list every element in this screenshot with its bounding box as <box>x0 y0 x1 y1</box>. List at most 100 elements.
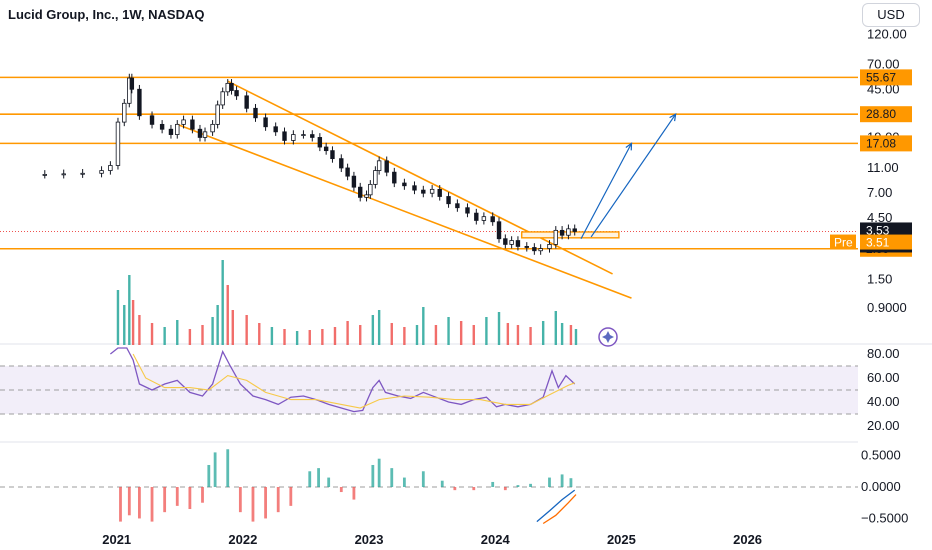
time-axis-label: 2025 <box>607 532 636 547</box>
signal_line <box>542 494 577 525</box>
macd-axis-label: 0.5000 <box>861 448 901 463</box>
volume-bar <box>434 325 438 345</box>
macd-histogram-bar <box>308 471 312 487</box>
volume-bar <box>541 321 545 345</box>
candle-body <box>127 77 132 104</box>
volume-bar <box>346 321 349 345</box>
volume-bar <box>295 331 299 345</box>
candle-body <box>373 170 378 185</box>
volume-bar <box>506 323 510 345</box>
macd-histogram-bar <box>402 477 406 487</box>
candle-body <box>317 137 323 148</box>
macd-histogram-bar <box>339 487 343 493</box>
candle-body <box>572 228 577 232</box>
macd-histogram-bar <box>352 487 356 500</box>
candle-body <box>376 160 382 171</box>
volume-bar <box>359 325 362 345</box>
macd-histogram-bar <box>317 468 320 487</box>
macd-histogram-bar <box>251 487 255 522</box>
candle-body <box>465 207 470 214</box>
volume-bar <box>485 317 488 345</box>
macd-histogram-bar <box>207 464 211 487</box>
macd-histogram-bar <box>188 487 192 510</box>
candle-body <box>503 238 508 245</box>
price-axis-label: 1.50 <box>867 271 892 286</box>
candle-body <box>291 134 296 141</box>
premarket-label: Pre <box>834 236 853 250</box>
rsi-axis-label: 60.00 <box>867 370 900 385</box>
candle-body <box>553 229 558 245</box>
candle-body <box>190 119 195 130</box>
macd-axis-label: 0.0000 <box>861 479 901 494</box>
volume-bar <box>123 305 126 345</box>
candle-body <box>547 244 552 249</box>
volume-bar <box>403 327 406 345</box>
macd-histogram-bar <box>491 481 495 487</box>
volume-bar <box>371 315 375 345</box>
volume-bar <box>422 307 425 345</box>
candle-body <box>263 117 268 128</box>
time-axis-label: 2022 <box>228 532 257 547</box>
price-axis-label: 70.00 <box>867 57 900 72</box>
price-axis-label: 120.00 <box>867 26 907 41</box>
volume-bar <box>377 310 381 345</box>
candle-body <box>225 82 230 93</box>
candle-body <box>323 146 329 152</box>
macd-histogram-bar <box>213 452 217 487</box>
candle-body <box>253 107 258 119</box>
candle-body <box>490 216 495 223</box>
premarket-label-badge <box>830 234 856 250</box>
candle-body <box>115 121 121 166</box>
macd-histogram-bar <box>201 487 204 503</box>
volume-bar <box>258 323 261 345</box>
volume-bar <box>560 323 564 345</box>
candle-body <box>159 123 165 130</box>
candle-body <box>351 175 357 188</box>
candle-body <box>175 123 180 135</box>
volume-bar <box>283 329 286 345</box>
volume-bar <box>150 323 154 345</box>
candle-body <box>402 182 407 187</box>
chart-title: Lucid Group, Inc., 1W, NASDAQ <box>8 7 205 22</box>
volume-bar <box>211 317 214 345</box>
volume-bar <box>497 312 501 345</box>
time-axis-label: 2024 <box>481 532 511 547</box>
candle-body <box>301 134 306 136</box>
macd-histogram-bar <box>516 485 520 487</box>
rsi-line <box>109 347 576 413</box>
macd-histogram-bar <box>138 487 141 519</box>
currency-selector[interactable]: USD <box>862 3 920 27</box>
macd-histogram-bar <box>127 487 131 516</box>
volume-bar <box>308 330 311 345</box>
volume-bar <box>447 317 450 345</box>
macd-histogram-bar <box>150 487 154 522</box>
level-price-badge-text: 55.67 <box>866 70 896 84</box>
candle-body <box>532 247 537 252</box>
macd-histogram-bar <box>440 480 444 487</box>
candle-body <box>210 123 215 133</box>
level-price-badge <box>860 106 912 123</box>
projection-arrowhead <box>669 113 677 122</box>
volume-bar <box>459 321 463 345</box>
macd-histogram-bar <box>560 474 564 487</box>
candle-body <box>474 212 479 221</box>
macd-histogram-bar <box>264 487 267 519</box>
level-price-badge <box>860 135 912 152</box>
candle-body <box>215 104 220 125</box>
volume-bar <box>116 290 120 345</box>
volume-bar <box>226 285 229 345</box>
volume-bar <box>574 329 578 345</box>
macd-histogram-bar <box>548 477 551 487</box>
volume-bar <box>415 325 419 345</box>
macd-histogram-bar <box>289 487 293 506</box>
candle-body <box>481 216 487 221</box>
candle-body <box>129 77 135 90</box>
volume-bar <box>270 327 274 345</box>
projection-arrowhead <box>625 142 633 151</box>
candle-body <box>202 131 208 138</box>
time-axis-label: 2026 <box>733 532 762 547</box>
projection-arrow <box>580 143 633 240</box>
volume-bar <box>245 315 248 345</box>
macd-histogram-bar <box>569 478 573 487</box>
